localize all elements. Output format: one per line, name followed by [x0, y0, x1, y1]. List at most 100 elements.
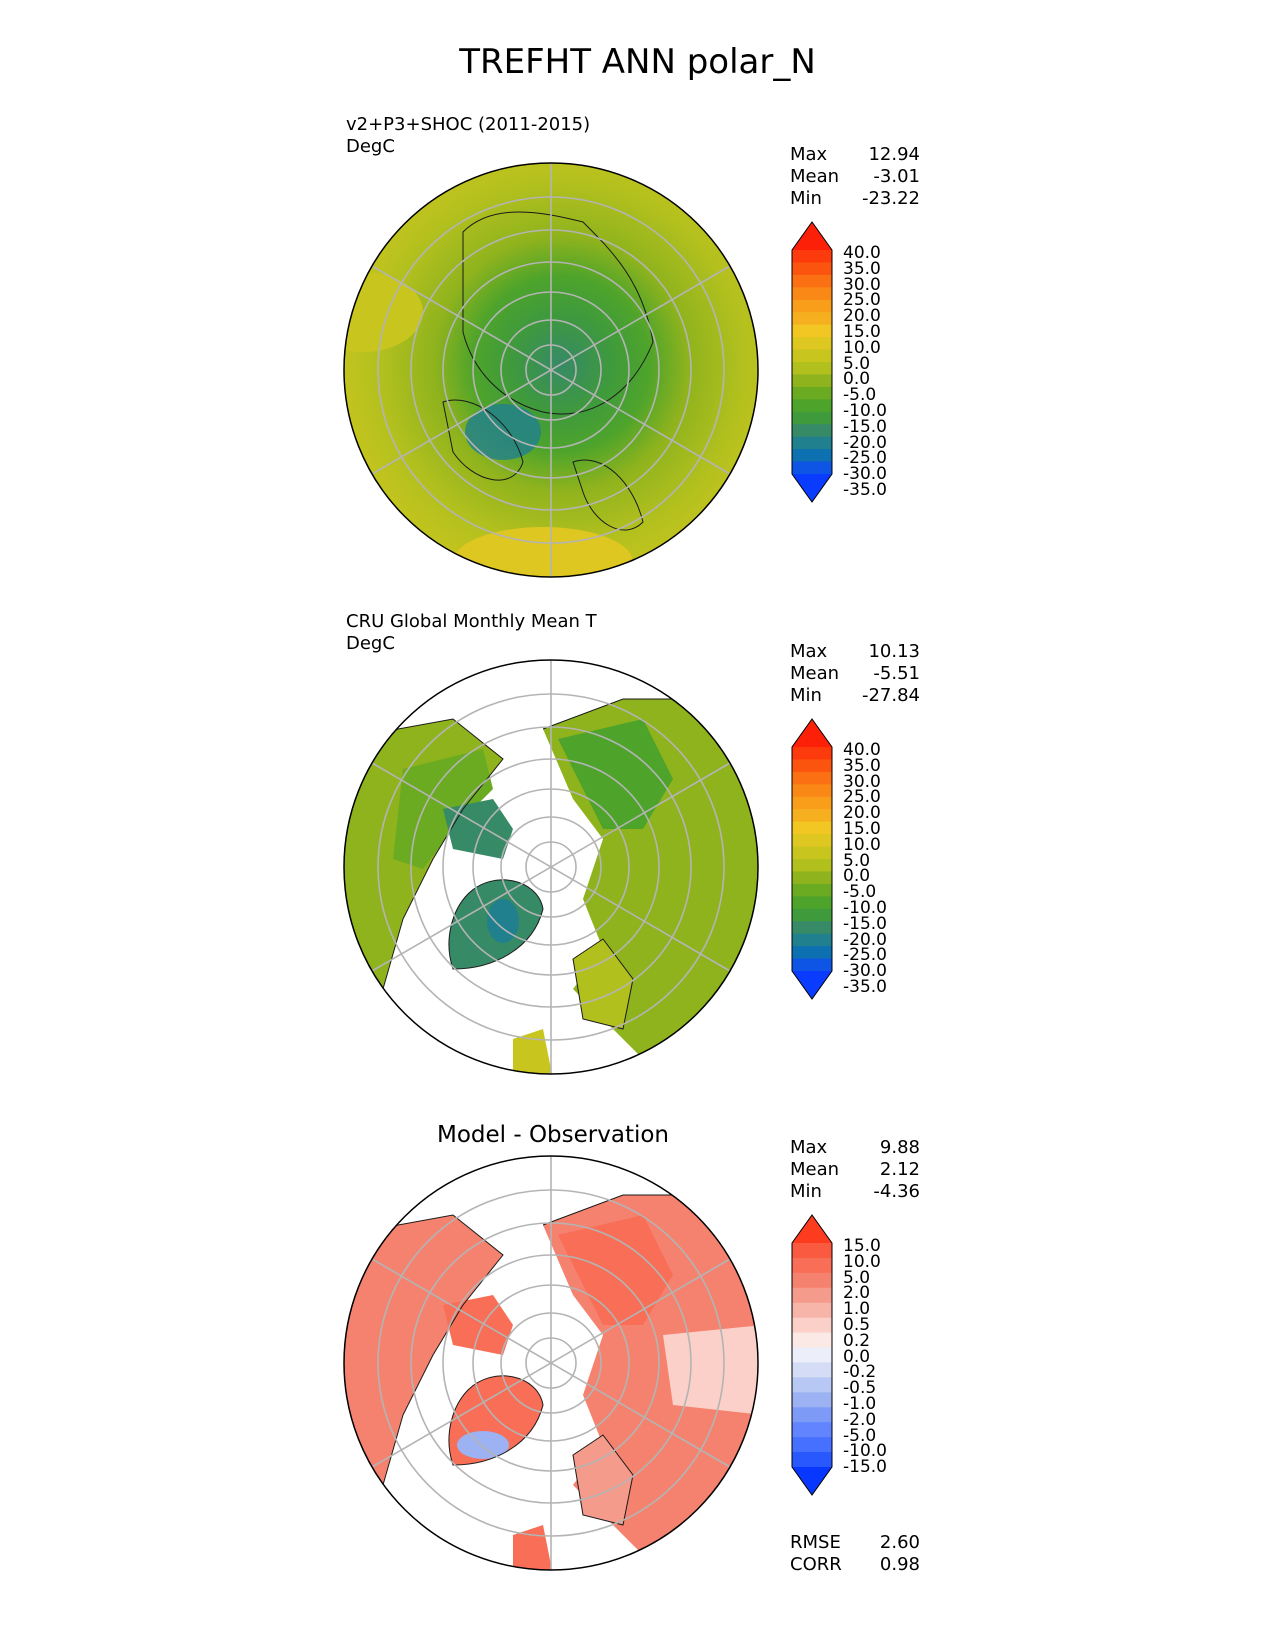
cb-label: 15.0: [843, 818, 881, 839]
colorbar-level: [792, 946, 832, 960]
stat-max-label: Max: [790, 144, 828, 165]
cb-label: 15.0: [843, 1236, 881, 1256]
colorbar-level: [792, 1392, 832, 1408]
stat-min-value: -27.84: [861, 685, 920, 706]
cb-label: 20.0: [843, 803, 881, 824]
polar-map-observation: [343, 659, 759, 1075]
warm-band-west: [344, 272, 423, 352]
stat-max-value: 9.88: [879, 1137, 920, 1158]
cb-label: -0.2: [843, 1362, 877, 1383]
colorbar-level: [792, 1347, 832, 1363]
colorbar-level: [792, 846, 832, 860]
colorbar-level: [792, 1437, 832, 1453]
land-siberia-warm: [558, 1215, 673, 1325]
colorbar-level: [792, 859, 832, 872]
cb-label: 10.0: [843, 834, 881, 855]
cb-label: -20.0: [843, 432, 887, 453]
stat-mean-value: -5.51: [873, 663, 920, 684]
warm-band-south: [453, 527, 633, 577]
colorbar-level: [792, 1377, 832, 1393]
colorbar-level: [792, 1257, 832, 1274]
colorbar-model: [791, 221, 833, 503]
coastline-greenland: [442, 399, 524, 481]
colorbar-diff-labels: 15.0 10.0 5.0 2.0 1.0 0.5 0.2 0.0 -0.2 -…: [843, 1236, 887, 1478]
map-boundary: [343, 1155, 759, 1571]
cb-label: -35.0: [843, 976, 887, 997]
colorbar-level: [792, 312, 832, 326]
colorbar-level: [792, 1452, 832, 1468]
colorbar-level: [792, 1287, 832, 1304]
map-boundary: [343, 659, 759, 1075]
cb-label: -5.0: [843, 882, 877, 903]
colorbar-level: [792, 784, 832, 798]
stat-max-value: 10.13: [868, 641, 920, 662]
stat-min-label: Min: [790, 188, 822, 209]
cb-label: -10.0: [843, 897, 887, 918]
cb-label: 0.2: [843, 1330, 871, 1351]
corr-value: 0.98: [879, 1554, 920, 1575]
cb-label: 35.0: [843, 755, 881, 776]
colorbar-level: [792, 374, 832, 388]
cb-label: 20.0: [843, 306, 881, 327]
colorbar-extend-max: [792, 719, 832, 747]
land-scandinavia: [573, 939, 633, 1029]
colorbar-extend-max: [792, 1215, 832, 1243]
colorbar-extend-max: [792, 222, 832, 250]
cb-label: -25.0: [843, 448, 887, 469]
colorbar-level: [792, 796, 832, 810]
cb-label: -30.0: [843, 464, 887, 485]
stat-mean-value: -3.01: [873, 166, 920, 187]
panel-obs-title: CRU Global Monthly Mean T DegC: [346, 611, 597, 655]
cb-label: 10.0: [843, 1251, 881, 1272]
colorbar-level: [792, 834, 832, 848]
cb-label: 35.0: [843, 258, 881, 279]
colorbar-obs-levels: [791, 718, 833, 1000]
panel-obs-title-line1: CRU Global Monthly Mean T: [346, 611, 597, 632]
panel-obs-stats: Max 10.13 Mean -5.51 Min -27.84: [790, 641, 920, 707]
colorbar-level: [792, 1422, 832, 1438]
panel-diff-metrics: RMSE 2.60 CORR 0.98: [790, 1532, 920, 1576]
cb-label: 0.0: [843, 369, 871, 390]
colorbar-level: [792, 399, 832, 413]
cb-label: 0.0: [843, 866, 871, 887]
colorbar-level: [792, 908, 832, 922]
stat-min-value: -23.22: [861, 188, 920, 209]
colorbar-difference: [791, 1214, 833, 1496]
colorbar-level: [792, 362, 832, 375]
polar-map-difference: [343, 1155, 759, 1571]
cb-label: -15.0: [843, 416, 887, 437]
panel-model-stats: Max 12.94 Mean -3.01 Min -23.22: [790, 144, 920, 210]
colorbar-extend-min: [792, 971, 832, 999]
colorbar-level: [792, 386, 832, 400]
panel-diff-stats: Max 9.88 Mean 2.12 Min -4.36: [790, 1137, 920, 1203]
colorbar-level: [792, 883, 832, 897]
coastline-scandinavia: [572, 459, 644, 531]
stat-max-label: Max: [790, 1137, 828, 1158]
cb-label: 30.0: [843, 771, 881, 792]
coastline-arctic: [462, 211, 654, 415]
cb-label: -5.0: [843, 385, 877, 406]
cb-label: -15.0: [843, 1457, 887, 1478]
land-scandinavia: [573, 1435, 633, 1525]
cb-label: -20.0: [843, 929, 887, 950]
stat-min-label: Min: [790, 685, 822, 706]
colorbar-level: [792, 921, 832, 935]
main-title: TREFHT ANN polar_N: [459, 42, 816, 82]
stat-min-label: Min: [790, 1181, 822, 1202]
colorbar-level: [792, 287, 832, 301]
cb-label: 15.0: [843, 321, 881, 342]
stat-max-label: Max: [790, 641, 828, 662]
colorbar-level: [792, 274, 832, 288]
cb-label: 25.0: [843, 787, 881, 808]
colorbar-level: [792, 933, 832, 947]
polar-map-model: [343, 162, 759, 578]
colorbar-level: [792, 1272, 832, 1289]
cb-label: -30.0: [843, 961, 887, 982]
map-boundary: [343, 162, 759, 578]
cb-label: -25.0: [843, 945, 887, 966]
colorbar-level: [792, 436, 832, 450]
corr-label: CORR: [790, 1554, 842, 1575]
cb-label: 40.0: [843, 740, 881, 760]
colorbar-outline: [791, 221, 833, 503]
colorbar-model-labels: 40.0 35.0 30.0 25.0 20.0 15.0 10.0 5.0 0…: [843, 245, 887, 499]
